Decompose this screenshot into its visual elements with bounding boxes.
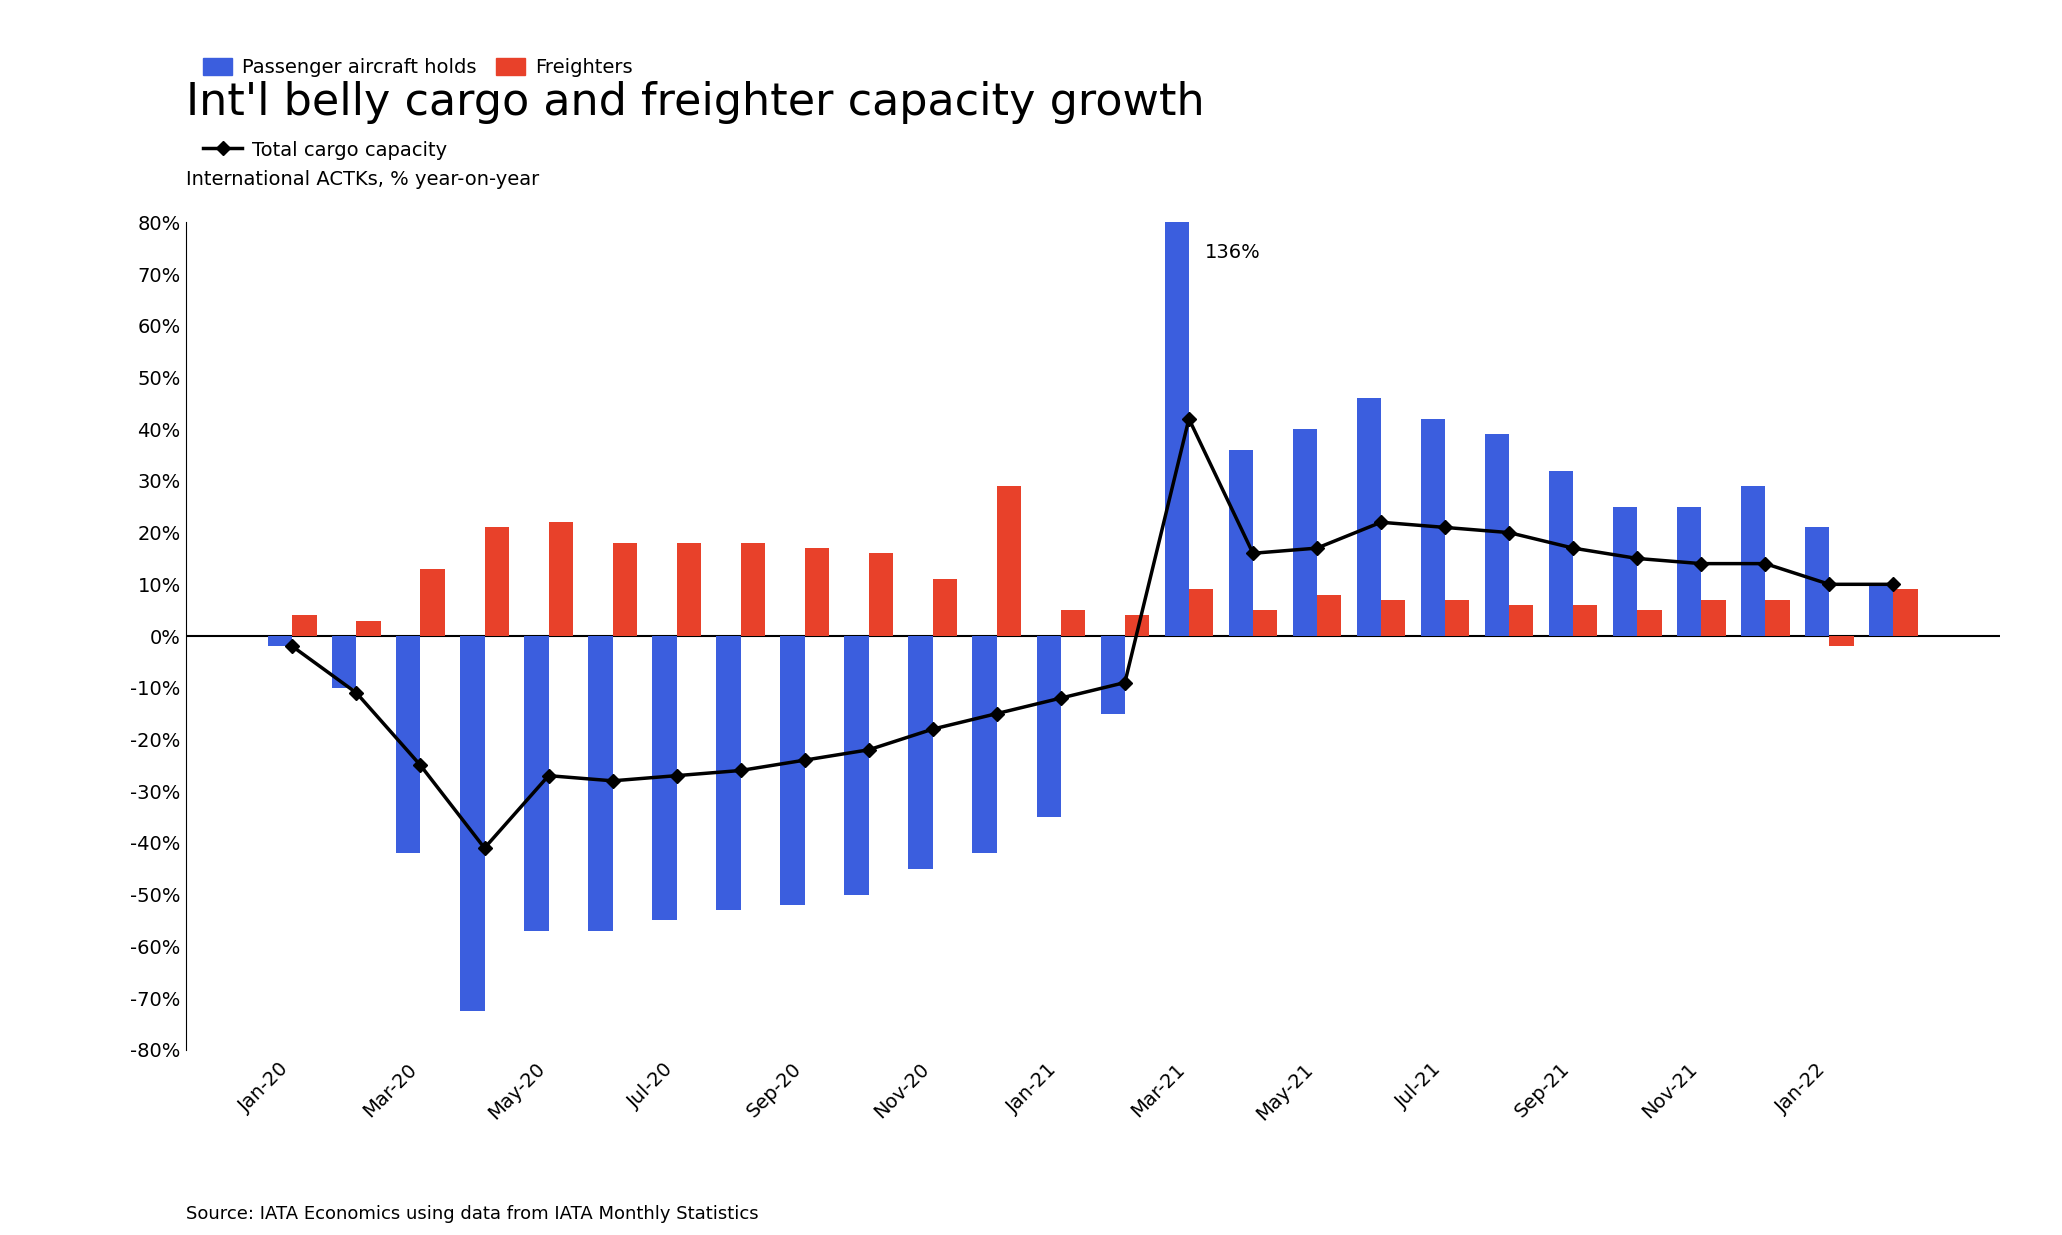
- Bar: [740, 543, 765, 636]
- Bar: [396, 636, 421, 853]
- Total cargo capacity: [856, 742, 880, 757]
- Bar: [1037, 636, 1060, 818]
- Bar: [804, 548, 829, 636]
- Total cargo capacity: [984, 706, 1008, 721]
- Bar: [716, 636, 740, 910]
- Total cargo capacity: [1561, 541, 1586, 556]
- Legend: Total cargo capacity: Total cargo capacity: [196, 132, 454, 168]
- Bar: [612, 543, 637, 636]
- Total cargo capacity: [920, 721, 944, 736]
- Total cargo capacity: [728, 763, 753, 778]
- Bar: [779, 636, 804, 905]
- Bar: [357, 620, 381, 636]
- Total cargo capacity: [1625, 551, 1650, 566]
- Bar: [460, 636, 485, 1011]
- Bar: [1868, 584, 1893, 636]
- Bar: [1829, 636, 1854, 646]
- Bar: [1293, 429, 1318, 636]
- Bar: [1804, 527, 1829, 636]
- Total cargo capacity: [1369, 515, 1394, 530]
- Total cargo capacity: [280, 638, 305, 653]
- Bar: [652, 636, 676, 920]
- Bar: [1229, 450, 1254, 636]
- Bar: [676, 543, 701, 636]
- Bar: [588, 636, 612, 931]
- Total cargo capacity: [600, 773, 625, 788]
- Bar: [1701, 600, 1726, 636]
- Bar: [1382, 600, 1406, 636]
- Bar: [1549, 471, 1573, 636]
- Bar: [973, 636, 996, 853]
- Total cargo capacity: [1497, 525, 1522, 540]
- Total cargo capacity: [1817, 577, 1841, 592]
- Bar: [332, 636, 357, 688]
- Bar: [421, 569, 445, 636]
- Bar: [524, 636, 548, 931]
- Line: Total cargo capacity: Total cargo capacity: [287, 414, 1899, 853]
- Bar: [1485, 435, 1509, 636]
- Total cargo capacity: [344, 685, 369, 700]
- Bar: [868, 553, 893, 636]
- Bar: [932, 579, 957, 636]
- Bar: [293, 615, 318, 636]
- Total cargo capacity: [1753, 556, 1777, 571]
- Total cargo capacity: [1241, 546, 1266, 561]
- Text: Int'l belly cargo and freighter capacity growth: Int'l belly cargo and freighter capacity…: [186, 80, 1204, 124]
- Bar: [1676, 506, 1701, 636]
- Text: Source: IATA Economics using data from IATA Monthly Statistics: Source: IATA Economics using data from I…: [186, 1204, 759, 1223]
- Total cargo capacity: [536, 768, 561, 783]
- Total cargo capacity: [1689, 556, 1714, 571]
- Bar: [1357, 398, 1382, 636]
- Text: 136%: 136%: [1204, 243, 1260, 262]
- Total cargo capacity: [664, 768, 689, 783]
- Bar: [1254, 610, 1276, 636]
- Total cargo capacity: [1047, 690, 1072, 705]
- Bar: [485, 527, 509, 636]
- Total cargo capacity: [1177, 411, 1202, 426]
- Bar: [909, 636, 932, 868]
- Bar: [1445, 600, 1470, 636]
- Bar: [1612, 506, 1637, 636]
- Total cargo capacity: [1113, 676, 1138, 690]
- Bar: [1509, 605, 1534, 636]
- Bar: [1060, 610, 1085, 636]
- Bar: [1421, 419, 1445, 636]
- Total cargo capacity: [1305, 541, 1330, 556]
- Bar: [845, 636, 868, 894]
- Bar: [1101, 636, 1126, 714]
- Bar: [1740, 487, 1765, 636]
- Bar: [996, 487, 1021, 636]
- Bar: [548, 522, 573, 636]
- Bar: [1637, 610, 1662, 636]
- Bar: [1893, 589, 1918, 636]
- Bar: [1318, 594, 1340, 636]
- Total cargo capacity: [408, 758, 433, 773]
- Total cargo capacity: [1881, 577, 1905, 592]
- Bar: [1190, 589, 1212, 636]
- Bar: [1573, 605, 1598, 636]
- Total cargo capacity: [1433, 520, 1458, 535]
- Bar: [268, 636, 293, 646]
- Bar: [1126, 615, 1149, 636]
- Total cargo capacity: [792, 752, 817, 767]
- Total cargo capacity: [472, 841, 497, 856]
- Bar: [1165, 0, 1190, 636]
- Text: International ACTKs, % year-on-year: International ACTKs, % year-on-year: [186, 170, 538, 189]
- Bar: [1765, 600, 1790, 636]
